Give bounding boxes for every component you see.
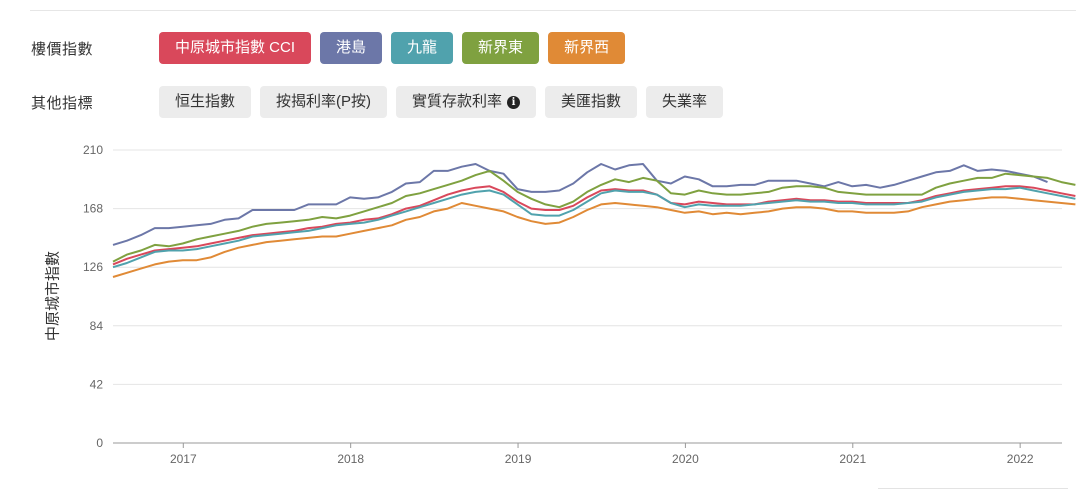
x-tick-label: 2020 [672,452,699,466]
y-tick-label: 168 [83,202,103,216]
series-line-1 [112,169,1076,263]
x-tick-label: 2021 [839,452,866,466]
series-line-4 [112,196,1076,278]
series-line-3 [112,186,1076,269]
property-index-label: 樓價指數 [31,40,94,58]
x-tick-label: 2017 [170,452,197,466]
chip-real-deposit-rate[interactable]: 實質存款利率 i [396,86,537,118]
chip-usd-index[interactable]: 美匯指數 [545,86,638,118]
chip-mortgage-rate[interactable]: 按揭利率(P按) [260,86,388,118]
chip-hk-island[interactable]: 港島 [320,32,383,64]
info-icon[interactable]: i [507,96,521,109]
series-line-0 [112,163,1048,246]
line-chart: 0 42 84 126 168 210 2017 2018 2019 2020 2021 2022 [83,143,1076,466]
x-tick-label: 2018 [337,452,364,466]
y-tick-label: 126 [83,260,103,274]
y-tick-label: 42 [90,377,104,391]
other-index-label: 其他指標 [31,94,94,112]
x-tick-label: 2022 [1007,452,1034,466]
y-tick-label: 0 [96,436,103,450]
chip-nt-west[interactable]: 新界西 [548,32,626,64]
property-index-row: 樓價指數 中原城市指數 CCI 港島 九龍 新界東 新界西 [31,32,634,64]
chip-nt-east[interactable]: 新界東 [462,32,540,64]
top-divider [30,10,1076,11]
chip-kowloon[interactable]: 九龍 [391,32,454,64]
bottom-divider [878,488,1068,489]
chip-real-deposit-rate-label: 實質存款利率 [412,93,503,110]
x-tick-label: 2019 [505,452,532,466]
y-tick-label: 210 [83,143,103,157]
chip-hang-seng[interactable]: 恒生指數 [159,86,252,118]
chip-cci[interactable]: 中原城市指數 CCI [159,32,312,64]
other-index-row: 其他指標 恒生指數 按揭利率(P按) 實質存款利率 i 美匯指數 失業率 [31,86,732,118]
y-tick-label: 84 [90,319,104,333]
chip-unemployment[interactable]: 失業率 [646,86,724,118]
